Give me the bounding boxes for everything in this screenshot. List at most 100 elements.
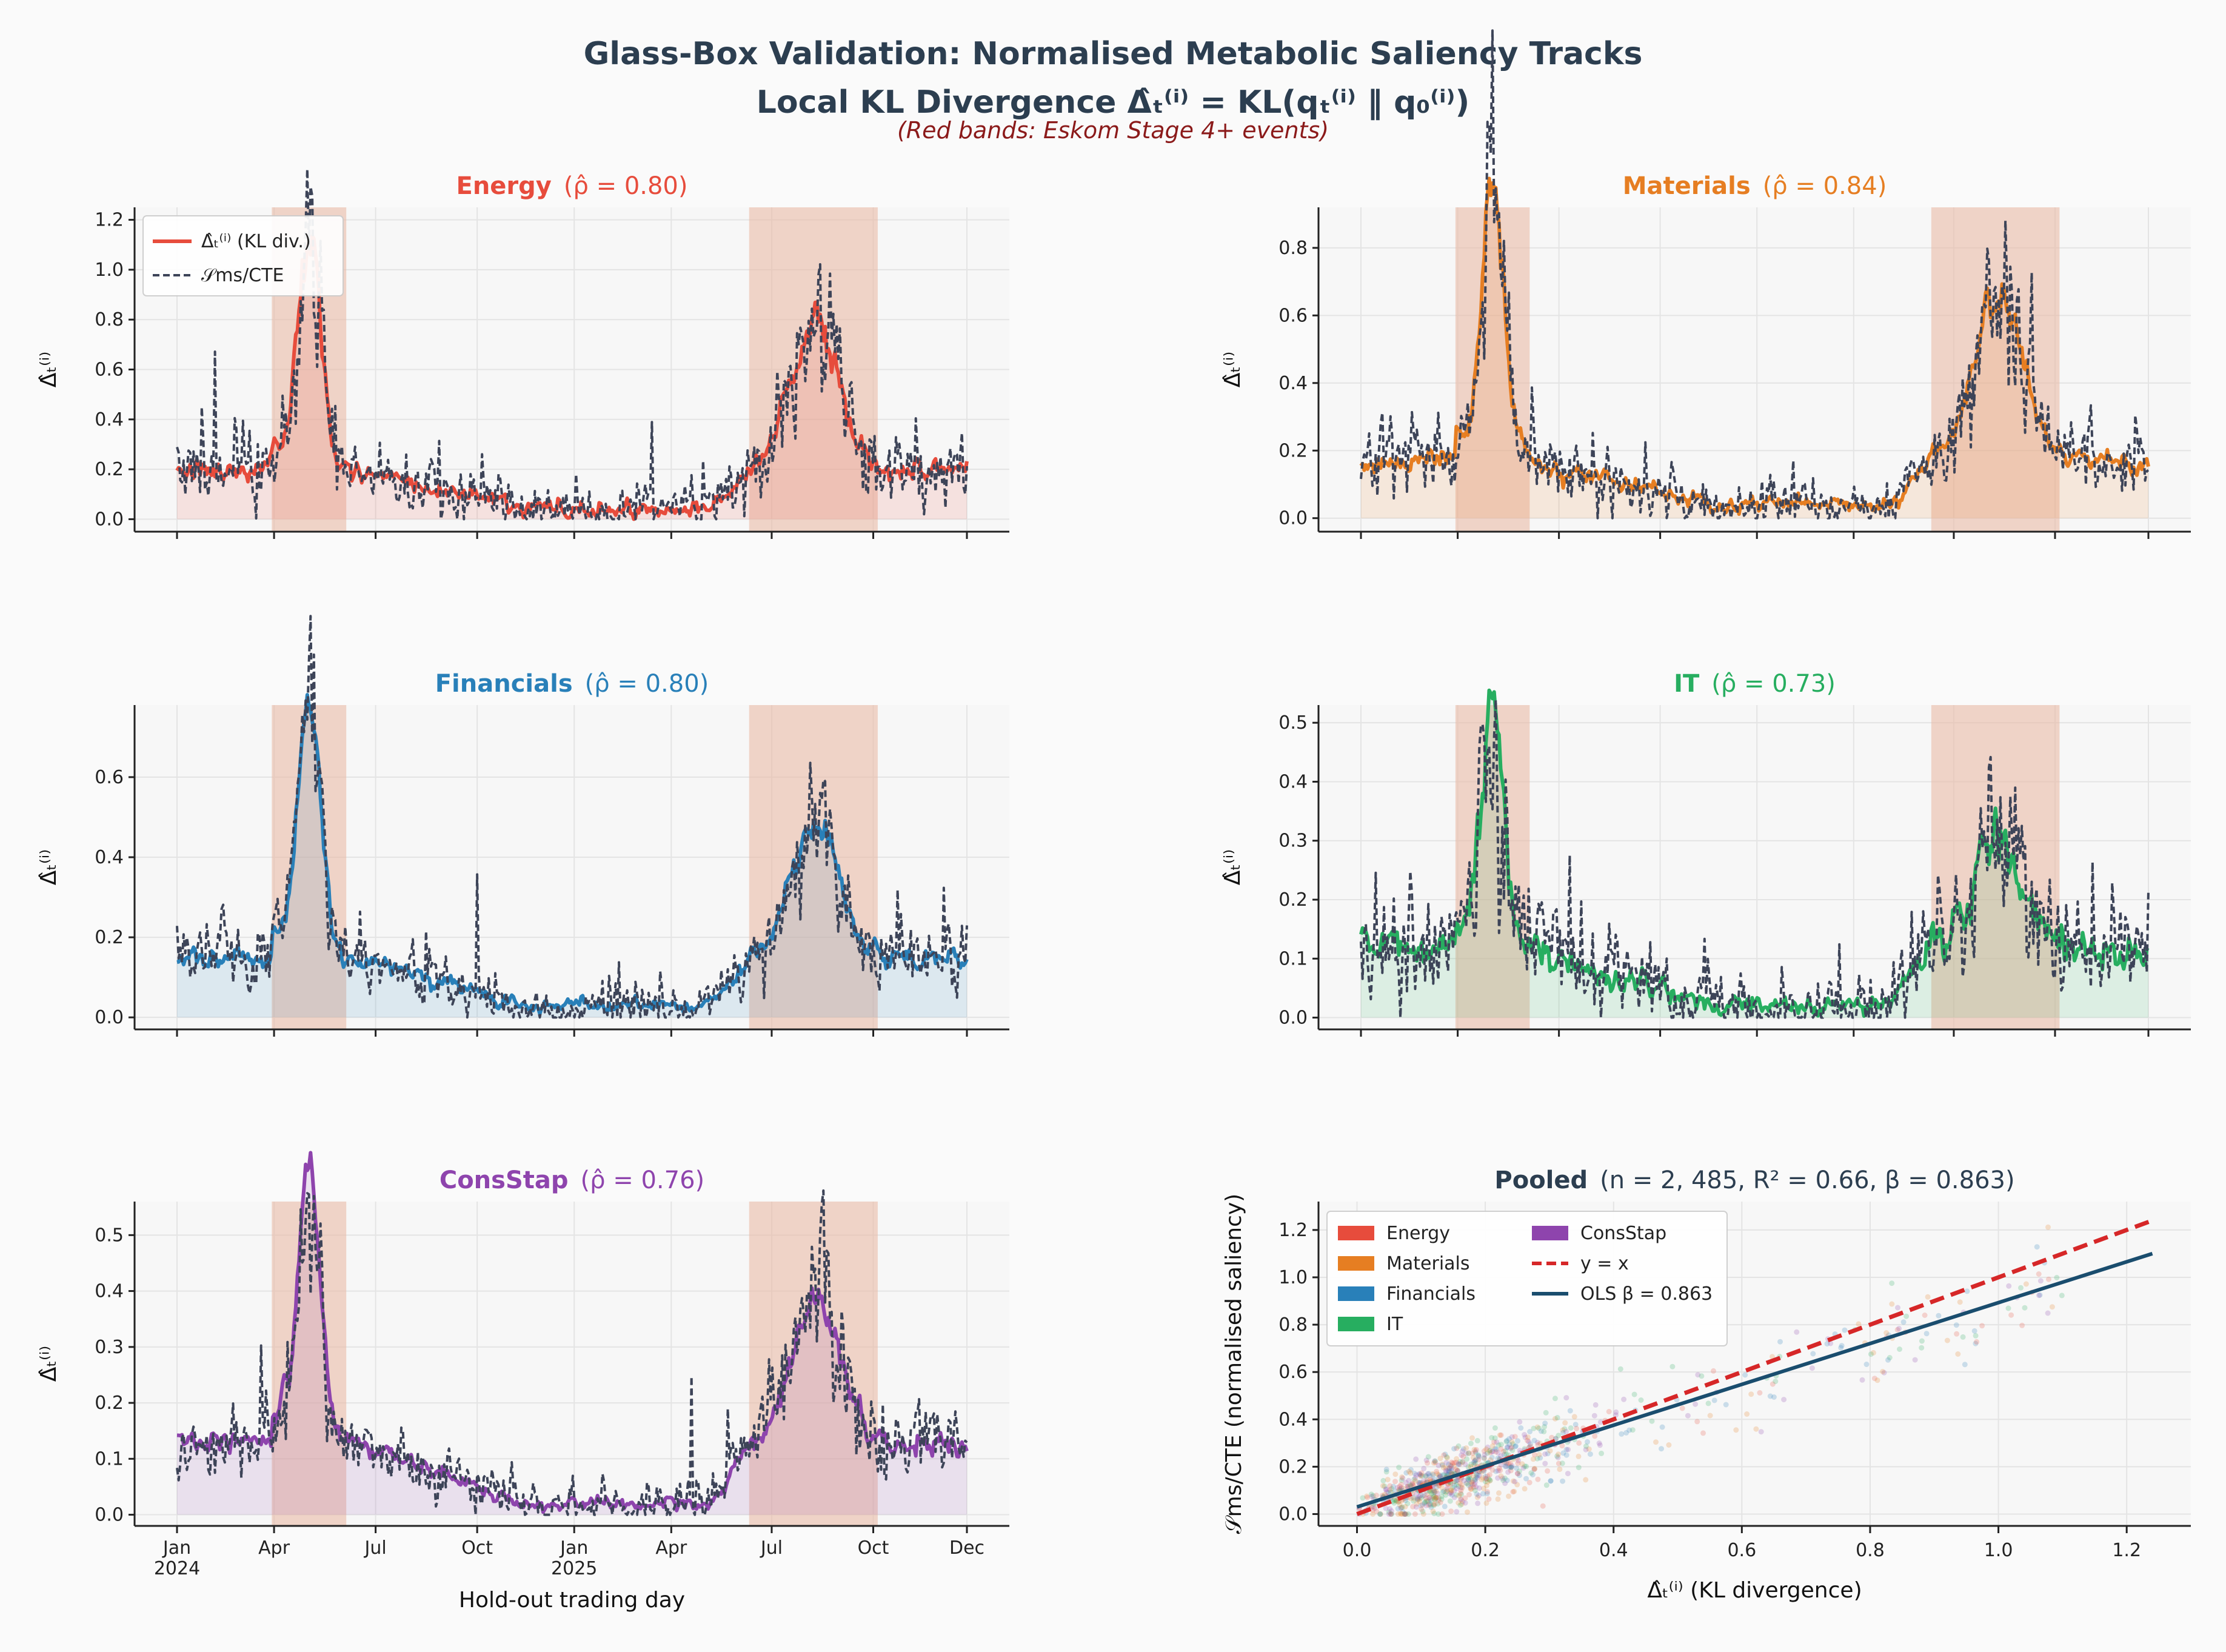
scatter-point [1471,1481,1477,1487]
scatter-point [1495,1475,1501,1481]
scatter-point [1382,1491,1388,1497]
scatter-point [1487,1447,1493,1453]
scatter-point [1472,1487,1478,1493]
scatter-point [1460,1499,1466,1505]
scatter-point [1464,1456,1470,1462]
scatter-point [1723,1402,1729,1408]
scatter-point [1460,1446,1466,1452]
scatter-point [1414,1491,1420,1497]
scatter-point [1436,1472,1442,1478]
scatter-point [1426,1502,1432,1508]
scatter-point [1508,1445,1514,1451]
scatter-point [1377,1511,1383,1517]
scatter-point [1794,1329,1800,1335]
scatter-point [1502,1475,1508,1481]
y-tick-label: 0.1 [1278,948,1308,969]
scatter-point [1440,1472,1446,1478]
scatter-point [1458,1485,1464,1491]
scatter-point [1559,1460,1565,1466]
scatter-point [1567,1408,1573,1414]
scatter-point [1445,1485,1450,1491]
panel-title-rho: (ρ̂ = 0.73) [1711,670,1836,698]
scatter-point [1880,1369,1886,1374]
scatter-point [1472,1476,1479,1482]
scatter-point [1489,1467,1496,1473]
scatter-point [1457,1461,1463,1467]
scatter-point [1444,1488,1450,1494]
scatter-point [1483,1500,1489,1506]
saliency-series-line [1360,698,2150,1019]
scatter-point [1443,1460,1449,1466]
scatter-point [1432,1459,1439,1465]
scatter-point [1394,1498,1400,1504]
scatter-point [1481,1455,1487,1461]
figure-title: Glass-Box Validation: Normalised Metabol… [584,36,1643,72]
scatter-point [1405,1500,1411,1507]
panel-title-sector: Energy [456,172,552,200]
scatter-point [1925,1294,1931,1300]
scatter-point [1400,1485,1406,1491]
scatter-point [1457,1490,1463,1496]
scatter-point [1504,1445,1510,1451]
scatter-point [1431,1494,1437,1499]
scatter-point [1429,1488,1435,1494]
y-tick-label: 0.8 [1278,1314,1308,1336]
scatter-point [1431,1511,1437,1517]
scatter-point [2034,1244,2040,1250]
scatter-point [1699,1373,1705,1379]
scatter-point [1421,1465,1427,1471]
scatter-point [1479,1477,1485,1483]
x-axis-label: Δ̂ₜ⁽ⁱ⁾ (KL divergence) [1647,1578,1862,1603]
scatter-point [1777,1339,1783,1345]
scatter-point [1508,1464,1514,1470]
scatter-point [1495,1468,1501,1474]
scatter-point [1514,1465,1519,1471]
scatter-point [1441,1488,1447,1494]
scatter-point [1571,1414,1577,1420]
scatter-point [1979,1323,1985,1329]
scatter-point [1971,1328,1977,1334]
scatter-point [1395,1499,1402,1505]
scatter-point [1748,1391,1754,1397]
scatter-point [1425,1498,1431,1504]
scatter-point [1560,1450,1566,1456]
scatter-point [1454,1445,1460,1451]
scatter-point [2023,1281,2029,1287]
scatter-point [1530,1456,1536,1462]
scatter-point [1481,1485,1487,1491]
scatter-point [1397,1486,1403,1493]
y-tick-label: 0.4 [1278,373,1308,394]
scatter-point [1442,1503,1448,1510]
scatter-point [1389,1486,1394,1492]
scatter-point [1413,1472,1419,1478]
scatter-point [1515,1471,1521,1477]
scatter-point [1666,1442,1672,1448]
scatter-point [1493,1446,1499,1453]
scatter-point [1383,1486,1389,1493]
scatter-point [1427,1473,1433,1479]
scatter-point [1415,1479,1422,1485]
scatter-point [1742,1372,1748,1378]
scatter-point [1510,1489,1516,1495]
scatter-point [1454,1509,1460,1515]
scatter-point [1509,1463,1515,1469]
x-tick-label: Apr [655,1537,687,1559]
scatter-point [1505,1469,1511,1475]
scatter-point [1481,1448,1487,1454]
y-tick-label: 0.0 [1278,1008,1308,1029]
scatter-point [1613,1412,1619,1418]
scatter-point [1957,1299,1963,1305]
scatter-point [1522,1486,1528,1492]
scatter-point [1411,1498,1417,1504]
scatter-point [1432,1501,1438,1507]
scatter-point [1419,1473,1425,1479]
scatter-point [1399,1504,1405,1510]
scatter-point [1459,1497,1464,1503]
scatter-point [1371,1503,1377,1510]
scatter-point [1562,1420,1568,1426]
scatter-point [1440,1489,1446,1495]
scatter-point [1484,1491,1490,1497]
y-tick-label: 0.0 [95,1505,124,1526]
scatter-point [1412,1471,1417,1476]
legend-label: ConsStap [1580,1223,1666,1244]
